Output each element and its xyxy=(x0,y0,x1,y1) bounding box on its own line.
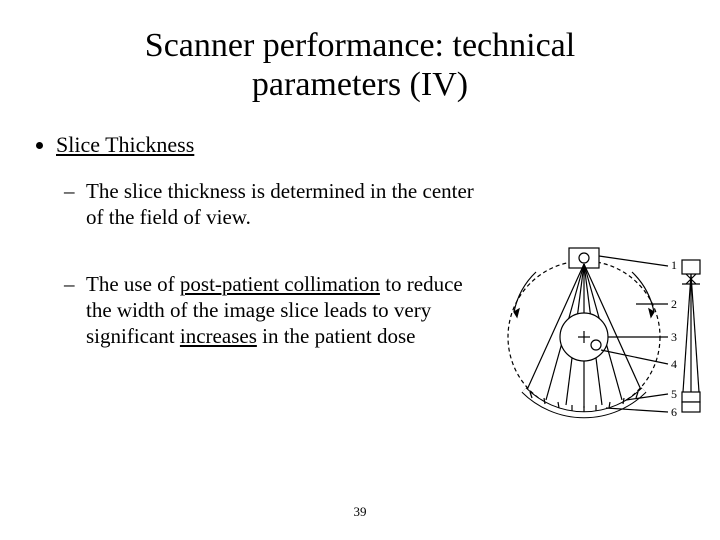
fig-label-5: 5 xyxy=(671,387,677,401)
page-number: 39 xyxy=(0,504,720,520)
slide-title: Scanner performance: technical parameter… xyxy=(68,26,652,104)
fig-label-3: 3 xyxy=(671,330,677,344)
fig-label-2: 2 xyxy=(671,297,677,311)
bullet-2-part-a: The use of xyxy=(86,272,180,296)
fig-label-1: 1 xyxy=(671,258,677,272)
bullet-2-part-d: increases xyxy=(180,324,257,348)
heading-text: Slice Thickness xyxy=(56,132,194,157)
fig-label-4: 4 xyxy=(671,357,677,371)
bullet-2-part-b: post-patient collimation xyxy=(180,272,380,296)
bullet-1: The slice thickness is determined in the… xyxy=(86,178,486,231)
bullet-2: The use of post-patient collimation to r… xyxy=(86,271,486,350)
slide-root: Scanner performance: technical parameter… xyxy=(0,0,720,540)
fig-label-6: 6 xyxy=(671,405,677,419)
bullet-2-part-e: in the patient dose xyxy=(257,324,416,348)
title-line-1: Scanner performance: technical xyxy=(145,27,575,64)
title-line-2: parameters (IV) xyxy=(252,66,468,103)
scanner-diagram: 1 2 3 4 5 6 xyxy=(496,242,706,432)
